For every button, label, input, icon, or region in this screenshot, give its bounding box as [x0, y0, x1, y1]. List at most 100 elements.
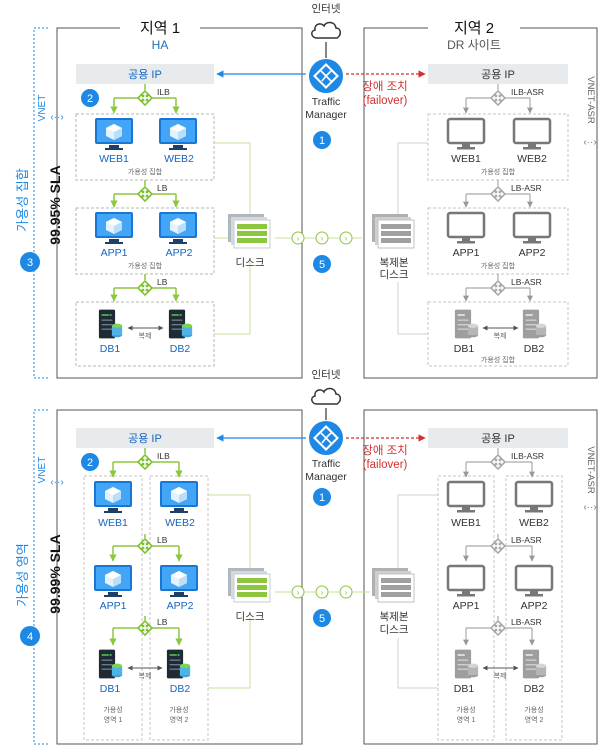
- region1-frame-b: [56, 409, 303, 745]
- region1-title: 지역 1: [140, 20, 180, 37]
- web1-label: WEB1: [99, 153, 129, 165]
- web-availability-set-label: 가용성 집합: [128, 167, 163, 176]
- failover-en-label: (failover): [363, 95, 408, 107]
- app1-label-b: APP1: [100, 600, 127, 612]
- dr-db-availability-set: [427, 301, 569, 367]
- app2-vm-icon[interactable]: [159, 212, 197, 244]
- dr-web-availability-set-label: 가용성 집합: [481, 167, 516, 176]
- lb-asr-db-label: LB-ASR: [511, 277, 542, 287]
- dr-app1-label: APP1: [453, 247, 480, 259]
- dr-db-replication-label-b: 복제: [494, 672, 507, 680]
- lb-app-label: LB: [157, 183, 168, 193]
- region2-frame-b: [363, 409, 598, 745]
- lb-db-label-b: LB: [157, 617, 168, 627]
- dr-db2-storage-icon-b: [535, 663, 547, 678]
- db1-storage-icon: [111, 323, 123, 338]
- internet-label: 인터넷: [312, 3, 341, 15]
- public-ip-bar-left-b[interactable]: [76, 428, 214, 448]
- badge-1-b: [313, 488, 331, 506]
- badge-5-b: [313, 609, 331, 627]
- dr-web1-label: WEB1: [451, 153, 481, 165]
- app1-vm-icon-b[interactable]: [94, 565, 132, 597]
- dr-app1-vm-icon-b[interactable]: [446, 564, 486, 598]
- svg-text:2: 2: [87, 93, 93, 105]
- public-ip-bar-left[interactable]: [76, 64, 214, 84]
- disk-label: 디스크: [236, 257, 265, 269]
- dr-web2-vm-icon-b[interactable]: [514, 480, 554, 514]
- dr-app2-label-b: APP2: [521, 600, 548, 612]
- lb-db-icon-b[interactable]: [136, 619, 154, 637]
- ilb-icon[interactable]: [136, 89, 154, 107]
- dr-web1-vm-icon-b[interactable]: [446, 480, 486, 514]
- availability-zone-side-label: 가용성 영역: [15, 543, 30, 606]
- lb-asr-app-icon-b[interactable]: [489, 537, 507, 555]
- vnet-label-b: VNET: [37, 457, 48, 484]
- dr-web1-vm-icon[interactable]: [446, 117, 486, 151]
- replica-disk-icon-b[interactable]: [372, 568, 415, 603]
- dr-web2-label-b: WEB2: [519, 517, 549, 529]
- dr-app1-vm-icon[interactable]: [446, 211, 486, 245]
- svg-text:›: ›: [345, 234, 348, 243]
- web1-vm-icon-b[interactable]: [94, 481, 132, 513]
- failover-label-b: 장애 조치: [362, 444, 408, 457]
- traffic-manager-icon[interactable]: [308, 58, 344, 94]
- app1-label: APP1: [101, 247, 128, 259]
- traffic-manager-icon-b[interactable]: [308, 420, 344, 456]
- app2-vm-icon-b[interactable]: [160, 565, 198, 597]
- web2-label: WEB2: [164, 153, 194, 165]
- svg-text:›: ›: [297, 234, 300, 243]
- lb-db-icon[interactable]: [136, 279, 154, 297]
- top-section: 지역 1 HA 지역 2 DR 사이트 인터넷 Traffic Manager …: [15, 3, 598, 379]
- public-ip-right-label-b: 공용 IP: [481, 432, 515, 445]
- ilb-asr-icon[interactable]: [489, 89, 507, 107]
- public-ip-bar-right[interactable]: [428, 64, 568, 84]
- disk-icon-b[interactable]: [228, 568, 271, 603]
- region1-subtitle: HA: [152, 38, 169, 52]
- web1-vm-icon[interactable]: [95, 118, 133, 150]
- replica-disk-icon[interactable]: [372, 214, 415, 249]
- lb-asr-app-icon[interactable]: [489, 185, 507, 203]
- ilb-asr-icon-b[interactable]: [489, 453, 507, 471]
- app1-vm-icon[interactable]: [95, 212, 133, 244]
- web2-vm-icon[interactable]: [159, 118, 197, 150]
- badge-3: [20, 252, 40, 272]
- dr-app-availability-set-label: 가용성 집합: [481, 261, 516, 270]
- ilb-label-b: ILB: [157, 451, 170, 461]
- dr-app1-label-b: APP1: [453, 600, 480, 612]
- app-availability-set-label: 가용성 집합: [128, 261, 163, 270]
- db2-storage-icon: [181, 323, 193, 338]
- availability-zone-bracket: [33, 409, 48, 745]
- public-ip-bar-right-b[interactable]: [428, 428, 568, 448]
- zone2-label-2: 영역 2: [170, 715, 189, 724]
- replica-disk-label-b2: 디스크: [380, 624, 409, 636]
- lb-asr-db-icon[interactable]: [489, 279, 507, 297]
- badge-2: [81, 89, 99, 107]
- svg-text:5: 5: [319, 613, 325, 625]
- web2-vm-icon-b[interactable]: [160, 481, 198, 513]
- badge-1: [313, 131, 331, 149]
- lb-asr-db-icon-b[interactable]: [489, 619, 507, 637]
- zone1-label-2: 영역 1: [104, 715, 123, 724]
- lb-app-icon[interactable]: [136, 185, 154, 203]
- ilb-icon-b[interactable]: [136, 453, 154, 471]
- dr-zone2-label-1: 가용성: [524, 705, 543, 714]
- db-replication-label-b: 복제: [139, 672, 152, 680]
- svg-text:1: 1: [319, 492, 325, 504]
- dr-app2-vm-icon[interactable]: [512, 211, 552, 245]
- cloud-icon: [311, 21, 342, 39]
- traffic-manager-label-2: Manager: [305, 109, 347, 121]
- svg-text:›: ›: [297, 588, 300, 597]
- web1-label-b: WEB1: [98, 517, 128, 529]
- dr-db-replication-label: 복제: [494, 332, 507, 340]
- dr-zone1-label-2: 영역 1: [457, 715, 476, 724]
- replica-disk-label-b1: 복제본: [380, 611, 409, 623]
- dr-web2-vm-icon[interactable]: [512, 117, 552, 151]
- disk-icon[interactable]: [228, 214, 271, 249]
- badge-5: [313, 255, 331, 273]
- public-ip-left-label-b: 공용 IP: [128, 432, 162, 445]
- dr-app2-vm-icon-b[interactable]: [514, 564, 554, 598]
- lb-app-icon-b[interactable]: [136, 537, 154, 555]
- internet-label-b: 인터넷: [312, 369, 341, 381]
- public-ip-left-label: 공용 IP: [128, 68, 162, 81]
- region2-title: 지역 2: [454, 20, 494, 37]
